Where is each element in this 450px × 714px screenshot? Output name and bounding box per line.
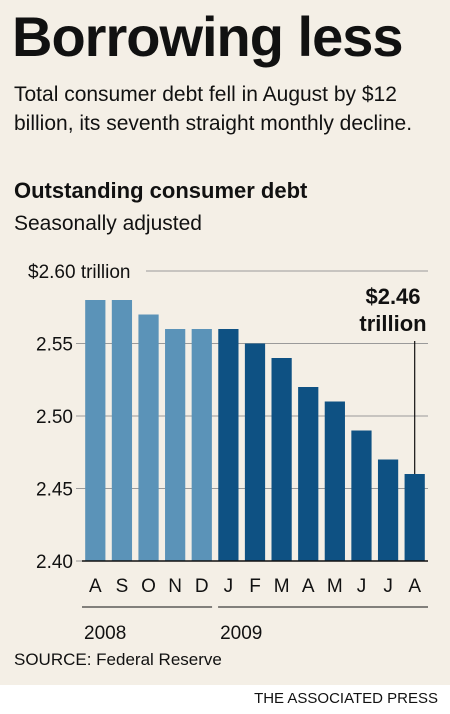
bar: [377, 459, 399, 561]
bar: [218, 329, 239, 561]
source-note: SOURCE: Federal Reserve: [14, 650, 222, 669]
bar: [138, 314, 159, 561]
headline: Borrowing less: [12, 5, 404, 68]
subheadline: Total consumer debt fell in August by $1…: [14, 83, 413, 135]
bar: [404, 474, 425, 561]
bar: [191, 329, 212, 561]
x-tick-label: A: [302, 576, 315, 597]
credit-line: THE ASSOCIATED PRESS: [254, 690, 438, 707]
bar: [351, 430, 372, 561]
x-tick-label: O: [141, 576, 156, 597]
bar: [165, 329, 186, 561]
x-tick-label: M: [274, 576, 290, 597]
bar: [324, 401, 345, 561]
bar: [298, 387, 319, 561]
x-tick-label: J: [357, 576, 367, 597]
x-tick-label: N: [168, 576, 182, 597]
y-tick-label: 2.40: [36, 552, 73, 573]
bar: [244, 343, 266, 561]
x-tick-label: S: [116, 576, 129, 597]
year-label: 2009: [220, 623, 262, 644]
x-tick-label: J: [383, 576, 393, 597]
annotation-value: $2.46: [365, 284, 420, 309]
chart-title: Outstanding consumer debt: [14, 178, 308, 203]
x-tick-label: F: [249, 576, 261, 597]
x-tick-label: J: [224, 576, 234, 597]
annotation-unit: trillion: [359, 311, 426, 336]
x-tick-label: A: [89, 576, 102, 597]
y-tick-label: 2.45: [36, 480, 73, 501]
y-tick-label: 2.55: [36, 335, 73, 356]
year-label: 2008: [84, 623, 126, 644]
y-tick-label: $2.60 trillion: [28, 262, 130, 283]
x-tick-label: M: [327, 576, 343, 597]
bar: [85, 300, 106, 561]
bar: [111, 300, 133, 561]
chart-subtitle: Seasonally adjusted: [14, 212, 202, 235]
bar: [271, 358, 292, 561]
y-tick-label: 2.50: [36, 407, 73, 428]
x-tick-label: D: [195, 576, 209, 597]
x-tick-label: A: [408, 576, 421, 597]
